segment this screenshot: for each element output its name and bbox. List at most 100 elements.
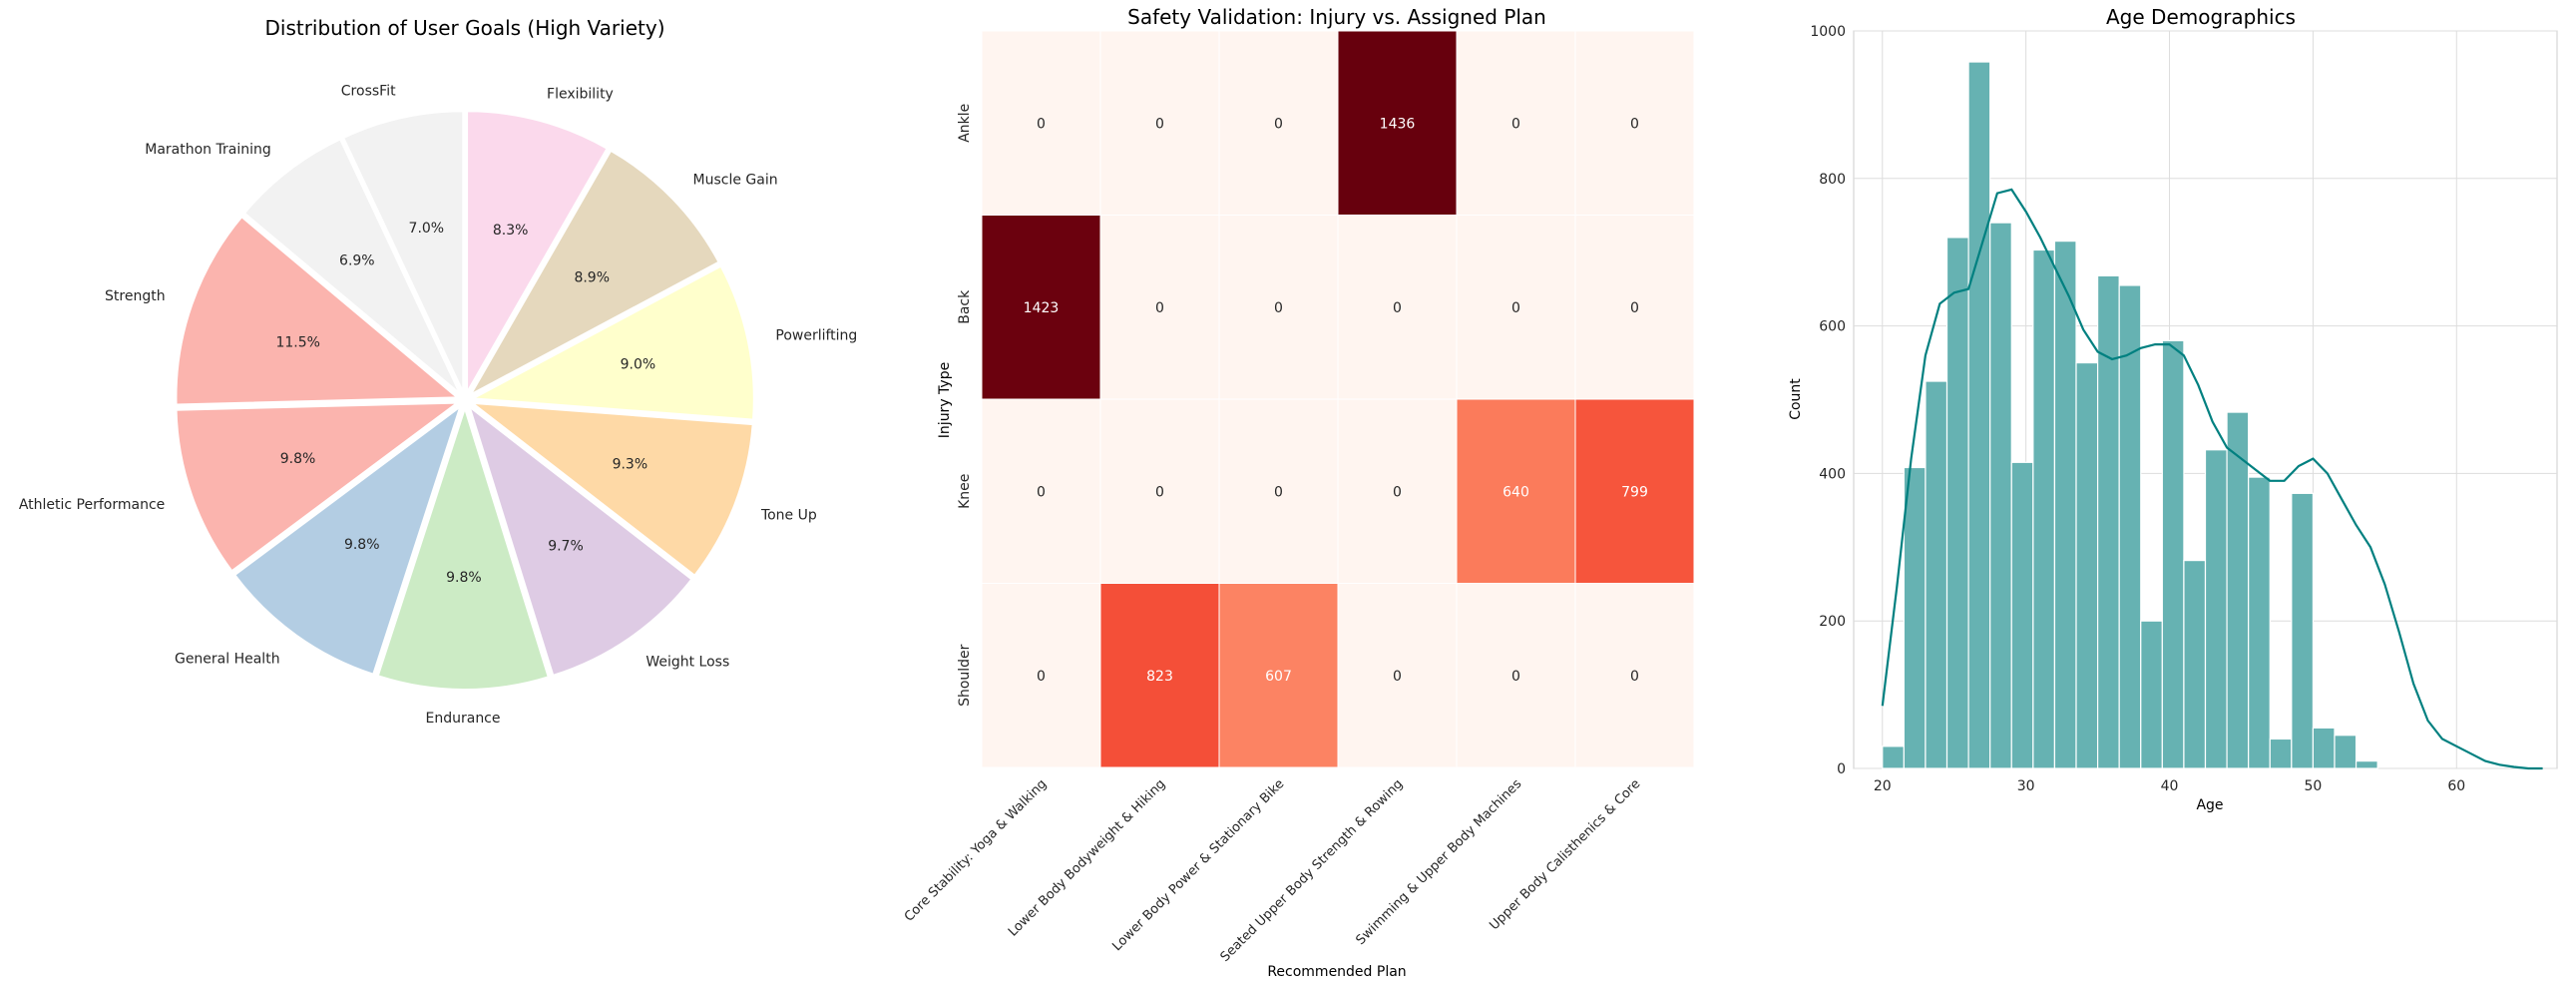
heatmap-value-back-6: 0 xyxy=(1630,300,1639,316)
heatmap-value-knee-6: 799 xyxy=(1621,484,1648,500)
heatmap-value-shoulder-2: 823 xyxy=(1146,669,1173,685)
hist-ytick-600: 600 xyxy=(1819,319,1846,335)
pie-pct-powerlifting: 9.0% xyxy=(621,357,656,373)
heatmap-cell-ankle-3 xyxy=(1218,30,1339,216)
heatmap-cell-shoulder-2 xyxy=(1099,583,1220,768)
heatmap-cell-knee-2 xyxy=(1099,398,1220,584)
heatmap-cell-shoulder-6 xyxy=(1574,583,1695,768)
hist-xtick-60: 60 xyxy=(2447,778,2465,794)
heatmap-cell-knee-4 xyxy=(1337,398,1458,584)
heatmap-value-ankle-4: 1436 xyxy=(1380,116,1416,132)
hist-bar-18 xyxy=(2248,476,2271,769)
heatmap-cell-back-4 xyxy=(1337,215,1458,400)
hist-bar-19 xyxy=(2269,738,2293,769)
hist-bar-21 xyxy=(2312,727,2336,769)
heatmap-cell-ankle-5 xyxy=(1456,30,1576,216)
pie-pct-strength: 11.5% xyxy=(275,335,319,351)
heatmap-value-shoulder-4: 0 xyxy=(1393,669,1402,685)
heatmap-value-shoulder-1: 0 xyxy=(1037,669,1046,685)
pie-slice-powerlifting xyxy=(469,264,755,421)
heatmap-value-knee-5: 640 xyxy=(1503,484,1529,500)
heatmap-value-knee-3: 0 xyxy=(1274,484,1283,500)
heatmap-value-back-2: 0 xyxy=(1155,300,1164,316)
heatmap-value-back-5: 0 xyxy=(1511,300,1520,316)
hist-bar-8 xyxy=(2032,248,2056,769)
pie-slice-marathon-training xyxy=(242,138,462,395)
hist-xtick-30: 30 xyxy=(2017,778,2035,794)
pie-pct-muscle-gain: 8.9% xyxy=(574,270,610,286)
pie-pct-crossfit: 7.0% xyxy=(409,221,445,237)
heatmap-value-ankle-1: 0 xyxy=(1037,116,1046,132)
hist-xlabel: Age xyxy=(2196,797,2223,813)
pie-pct-athletic-performance: 9.8% xyxy=(280,451,316,467)
heatmap-xlabel: Recommended Plan xyxy=(1267,964,1406,980)
heatmap-ytick-ankle: Ankle xyxy=(957,104,973,143)
heatmap-value-ankle-6: 0 xyxy=(1630,116,1639,132)
pie-pct-tone-up: 9.3% xyxy=(613,457,648,473)
pie-chart: Distribution of User Goals (High Variety… xyxy=(19,16,857,727)
pie-label-weight-loss: Weight Loss xyxy=(645,654,729,670)
pie-label-endurance: Endurance xyxy=(426,711,501,727)
hist-bar-14 xyxy=(2161,339,2185,769)
heatmap-value-ankle-3: 0 xyxy=(1274,116,1283,132)
heatmap-cell-shoulder-1 xyxy=(981,583,1101,768)
hist-xtick-20: 20 xyxy=(1874,778,1892,794)
heatmap-cell-ankle-1 xyxy=(981,30,1101,216)
hist-bar-13 xyxy=(2140,620,2163,769)
heatmap-cell-shoulder-3 xyxy=(1218,583,1339,768)
hist-ytick-0: 0 xyxy=(1837,761,1846,777)
hist-bar-3 xyxy=(1925,380,1948,769)
heatmap-value-shoulder-5: 0 xyxy=(1511,669,1520,685)
hist-bar-5 xyxy=(1967,61,1991,769)
pie-pct-flexibility: 8.3% xyxy=(493,223,529,239)
pie-label-athletic-performance: Athletic Performance xyxy=(19,497,165,513)
heatmap-cell-knee-5 xyxy=(1456,398,1576,584)
pie-label-tone-up: Tone Up xyxy=(760,507,817,523)
pie-slice-athletic-performance xyxy=(175,401,461,573)
hist-bar-6 xyxy=(1989,222,2012,769)
heatmap-cell-shoulder-5 xyxy=(1456,583,1576,768)
pie-pct-marathon-training: 6.9% xyxy=(339,253,375,269)
hist-bar-12 xyxy=(2118,284,2142,769)
pie-pct-weight-loss: 9.7% xyxy=(548,539,584,555)
pie-slice-strength xyxy=(175,215,461,406)
pie-slice-weight-loss xyxy=(467,403,693,678)
heatmap-value-back-3: 0 xyxy=(1274,300,1283,316)
hist-bar-11 xyxy=(2096,274,2120,769)
hist-bar-4 xyxy=(1945,237,1969,769)
pie-label-flexibility: Flexibility xyxy=(547,87,614,103)
pie-slice-muscle-gain xyxy=(468,149,720,397)
hist-ylabel: Count xyxy=(1788,378,1804,420)
heatmap-value-ankle-5: 0 xyxy=(1511,116,1520,132)
histogram-chart: Age Demographics 0 200 400 600 800 1000 20 30 40… xyxy=(1788,5,2558,813)
hist-ytick-1000: 1000 xyxy=(1810,24,1846,40)
hist-title: Age Demographics xyxy=(2106,5,2296,29)
heatmap-cell-ankle-6 xyxy=(1574,30,1695,216)
heatmap-value-knee-1: 0 xyxy=(1037,484,1046,500)
pie-slice-flexibility xyxy=(466,110,609,397)
pie-label-strength: Strength xyxy=(105,288,166,304)
pie-slice-crossfit xyxy=(341,110,465,393)
hist-bar-22 xyxy=(2334,735,2358,769)
heatmap-value-back-4: 0 xyxy=(1393,300,1402,316)
pie-label-muscle-gain: Muscle Gain xyxy=(693,173,778,189)
hist-xtick-50: 50 xyxy=(2304,778,2322,794)
heatmap-value-shoulder-6: 0 xyxy=(1630,669,1639,685)
hist-bar-20 xyxy=(2291,492,2315,769)
heatmap-cell-back-3 xyxy=(1218,215,1339,400)
hist-bar-9 xyxy=(2053,241,2077,769)
hist-ytick-800: 800 xyxy=(1819,172,1846,188)
hist-xtick-40: 40 xyxy=(2161,778,2179,794)
hist-bar-23 xyxy=(2355,760,2378,769)
pie-slice-tone-up xyxy=(469,401,754,578)
heatmap-value-knee-4: 0 xyxy=(1393,484,1402,500)
hist-bar-7 xyxy=(2010,461,2034,769)
pie-label-crossfit: CrossFit xyxy=(341,83,396,99)
hist-bar-2 xyxy=(1903,466,1927,769)
heatmap-cell-knee-3 xyxy=(1218,398,1339,584)
hist-ytick-200: 200 xyxy=(1819,614,1846,630)
hist-bar-10 xyxy=(2075,361,2099,769)
hist-bar-1 xyxy=(1882,745,1905,769)
pie-pct-general-health: 9.8% xyxy=(344,537,380,553)
